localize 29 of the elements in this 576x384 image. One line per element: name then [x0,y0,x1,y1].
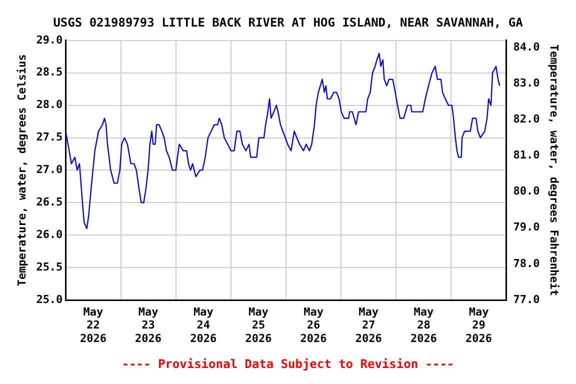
y-tick-label: 25.5 [36,260,63,274]
x-tick-label: May 24 2026 [190,305,217,345]
y2-tick-label: 77.0 [513,292,540,306]
y-axis-title: Temperature, water, degrees Celsius [15,54,28,286]
y2-tick-label: 80.0 [513,184,540,198]
y-tick-label: 29.0 [36,33,63,46]
x-tick-label: May 28 2026 [410,305,438,345]
text: ---- Provisional Data Subject to Revision ---- [122,356,454,371]
x-tick-label: May 29 2026 [466,305,492,345]
y-tick-label: 28.5 [36,66,63,79]
y-tick-label: 28.0 [36,98,63,112]
x-tick-label: May 26 2026 [300,305,328,345]
y2-tick-label: 81.0 [513,148,540,162]
y-tick-label: 25.0 [36,292,63,306]
y2-tick-label: 78.0 [513,256,540,270]
y-tick-label: 26.0 [36,228,63,241]
y2-tick-label: 84.0 [513,40,540,54]
x-tick-label: May 25 2026 [245,305,272,345]
x-tick-label: May 23 2026 [135,305,162,345]
y-tick-label: 27.5 [36,130,63,144]
x-tick-label: May 27 2026 [355,305,382,345]
y2-tick-label: 83.0 [513,76,540,90]
y2-tick-label: 82.0 [513,112,540,126]
y2-axis-title: Temperature, water, degrees Fahrenheit [548,44,561,296]
x-tick-label: May 22 2026 [80,305,107,345]
y2-tick-label: 79.0 [513,220,540,234]
chart-title: USGS 021989793 LITTLE BACK RIVER AT HOG ISLAND, NEAR SAVANNAH, GA [53,15,524,30]
y-tick-label: 26.5 [36,196,63,209]
y-tick-label: 27.0 [36,163,63,176]
